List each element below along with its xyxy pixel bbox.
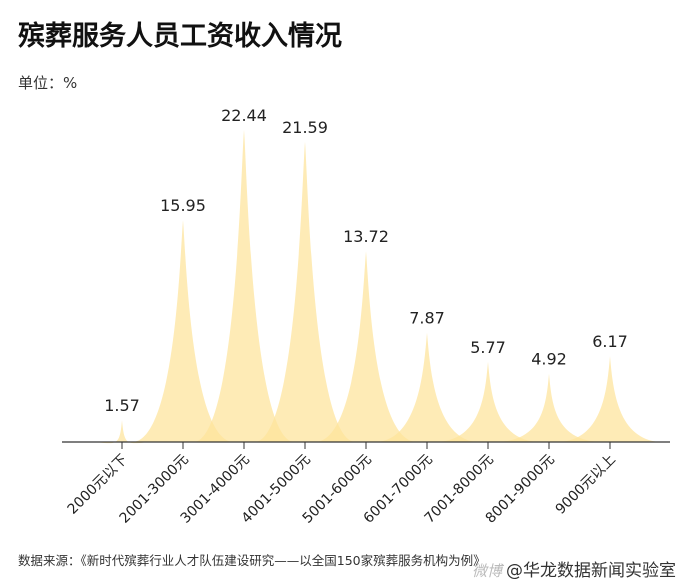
peak-8: [499, 373, 599, 442]
data-label: 6.17: [592, 332, 628, 351]
weibo-watermark: 微博: [471, 562, 502, 580]
data-label: 15.95: [160, 196, 206, 215]
brand-credit: 微博 @华龙数据新闻实验室: [472, 556, 676, 581]
data-label: 5.77: [470, 338, 506, 357]
data-labels: 1.57 15.95 22.44 21.59 13.72 7.87 5.77 4.92 6.17: [104, 106, 628, 415]
data-label: 13.72: [343, 227, 389, 246]
data-label: 4.92: [531, 350, 567, 369]
data-label: 1.57: [104, 396, 140, 415]
x-axis: [62, 441, 670, 449]
peak-6: [377, 332, 477, 442]
peak-5: [316, 251, 416, 442]
peak-9: [560, 356, 660, 442]
x-tick-label: 2000元以下: [65, 452, 131, 518]
data-label: 22.44: [221, 106, 267, 125]
x-tick-label: 9000元以上: [553, 452, 619, 518]
tick-labels: 2000元以下2001-3000元3001-4000元4001-5000元500…: [65, 452, 619, 527]
data-label: 21.59: [282, 118, 328, 137]
peak-7: [438, 361, 538, 442]
data-label: 7.87: [409, 309, 445, 328]
peak-4: [255, 141, 355, 442]
peak-3: [194, 130, 294, 442]
unit-label: 单位：%: [18, 74, 78, 92]
brand-name: @华龙数据新闻实验室: [506, 561, 676, 581]
source-note: 数据来源：《新时代殡葬行业人才队伍建设研究——以全国150家殡葬服务机构为例》: [18, 553, 486, 568]
chart-title: 殡葬服务人员工资收入情况: [18, 21, 342, 52]
peaks-group: [72, 130, 660, 444]
peak-1: [72, 420, 172, 444]
peak-2: [133, 220, 233, 442]
